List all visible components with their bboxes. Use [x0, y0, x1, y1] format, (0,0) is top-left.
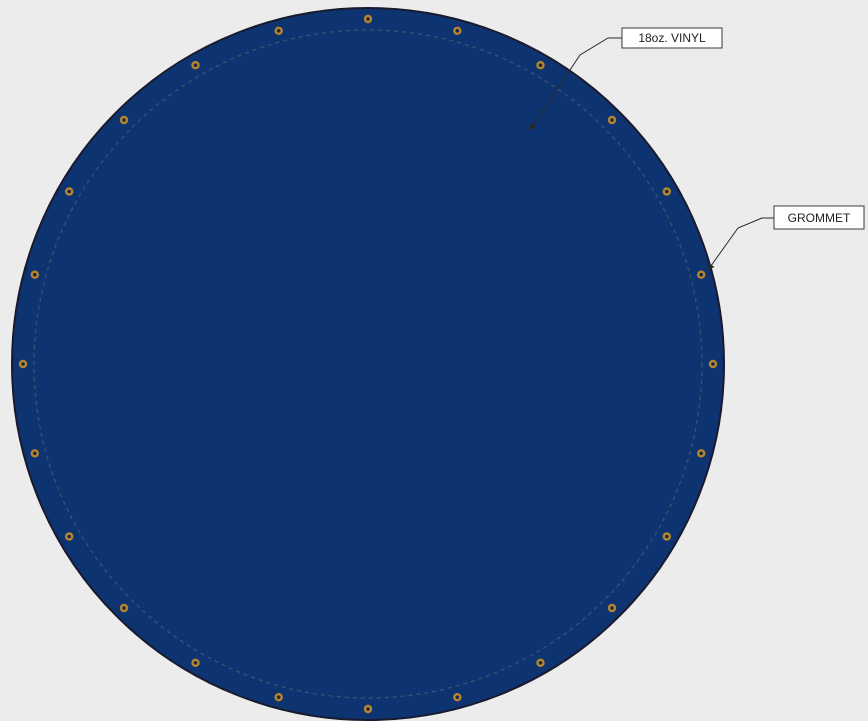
grommet-hole	[193, 661, 198, 665]
grommet-hole	[276, 29, 281, 33]
grommet-hole	[276, 695, 281, 699]
grommet-callout-box	[773, 205, 865, 230]
grommet-hole	[711, 362, 715, 366]
grommet-hole	[699, 451, 703, 456]
grommet-hole	[366, 707, 370, 711]
grommet-hole	[21, 362, 25, 366]
grommet-hole	[67, 534, 71, 539]
grommet-hole	[193, 63, 198, 67]
vinyl-leader-line	[529, 37, 622, 131]
grommet-hole	[538, 661, 543, 665]
grommet-hole	[538, 63, 543, 67]
tarp-body	[11, 7, 725, 721]
grommet-hole	[665, 534, 669, 539]
grommet-hole	[122, 606, 126, 610]
grommet-hole	[610, 118, 614, 122]
grommet-group	[18, 14, 718, 714]
callout-grommet: GROMMET	[707, 205, 865, 271]
callout-vinyl: 18oz. VINYL	[529, 27, 723, 131]
grommet-hole	[67, 189, 71, 194]
grommet-callout-label: GROMMET	[788, 211, 851, 225]
grommet-hole	[610, 606, 614, 610]
grommet-hole	[455, 29, 460, 33]
grommet-hole	[455, 695, 460, 699]
grommet-hole	[665, 189, 669, 194]
vinyl-callout-box	[621, 27, 723, 49]
grommet-hole	[122, 118, 126, 122]
grommet-hole	[699, 272, 703, 277]
grommet-leader-line	[707, 217, 774, 271]
grommet-hole	[33, 272, 37, 277]
hem-stitch-line	[33, 29, 703, 699]
grommet-hole	[366, 17, 370, 21]
grommet-hole	[33, 451, 37, 456]
vinyl-callout-label: 18oz. VINYL	[638, 31, 706, 45]
